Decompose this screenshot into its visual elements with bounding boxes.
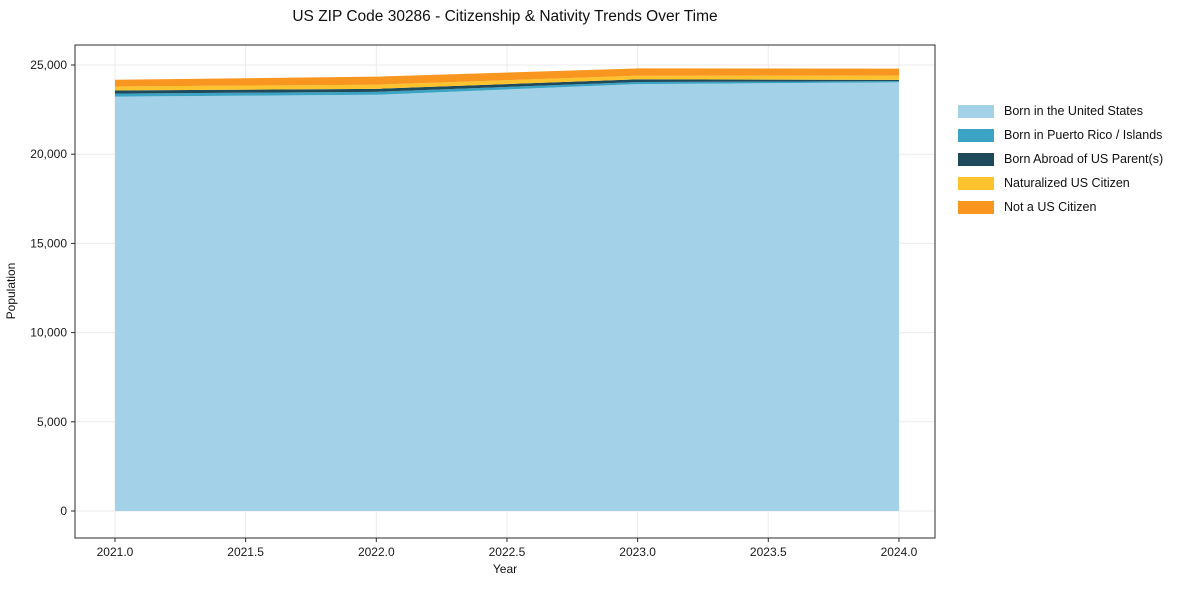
area-series-not-a-us-citizen [114, 68, 899, 87]
legend-item: Born in the United States [958, 104, 1163, 118]
legend-item: Not a US Citizen [958, 200, 1163, 214]
legend-swatch-not-citizen [958, 200, 994, 214]
legend-swatch-puerto-rico [958, 128, 994, 142]
legend-label: Born in Puerto Rico / Islands [1004, 128, 1163, 142]
y-tick-label: 5,000 [37, 415, 67, 429]
x-tick-label: 2022.0 [358, 545, 395, 559]
y-tick-label: 15,000 [30, 236, 67, 250]
legend: Born in the United States Born in Puerto… [958, 104, 1163, 214]
y-tick-label: 25,000 [30, 58, 67, 72]
legend-label: Born Abroad of US Parent(s) [1004, 152, 1164, 166]
x-axis-label: Year [492, 562, 518, 576]
legend-swatch-naturalized [958, 176, 994, 190]
x-tick-label: 2023.0 [619, 545, 656, 559]
y-axis-label: Population [4, 262, 18, 320]
y-tick-label: 20,000 [30, 147, 67, 161]
area-series-born-abroad-of-us-parent-s [114, 79, 899, 94]
plot-frame [74, 44, 936, 539]
y-tick-label: 10,000 [30, 326, 67, 340]
legend-item: Naturalized US Citizen [958, 176, 1163, 190]
legend-label: Not a US Citizen [1004, 200, 1097, 214]
x-tick-label: 2023.5 [750, 545, 787, 559]
legend-swatch-born-abroad [958, 152, 994, 166]
legend-swatch-born-us [958, 104, 994, 118]
legend-item: Born in Puerto Rico / Islands [958, 128, 1163, 142]
area-series-born-in-the-united-states [114, 82, 899, 512]
legend-label: Naturalized US Citizen [1004, 176, 1130, 190]
legend-item: Born Abroad of US Parent(s) [958, 152, 1163, 166]
x-tick-label: 2024.0 [881, 545, 918, 559]
area-series-born-in-puerto-rico-islands [114, 81, 899, 97]
x-tick-label: 2021.0 [97, 545, 134, 559]
chart-title: US ZIP Code 30286 - Citizenship & Nativi… [292, 8, 718, 25]
area-series-naturalized-us-citizen [114, 75, 899, 91]
y-tick-label: 0 [60, 504, 67, 518]
x-tick-label: 2022.5 [489, 545, 526, 559]
legend-label: Born in the United States [1004, 104, 1143, 118]
x-tick-label: 2021.5 [227, 545, 264, 559]
